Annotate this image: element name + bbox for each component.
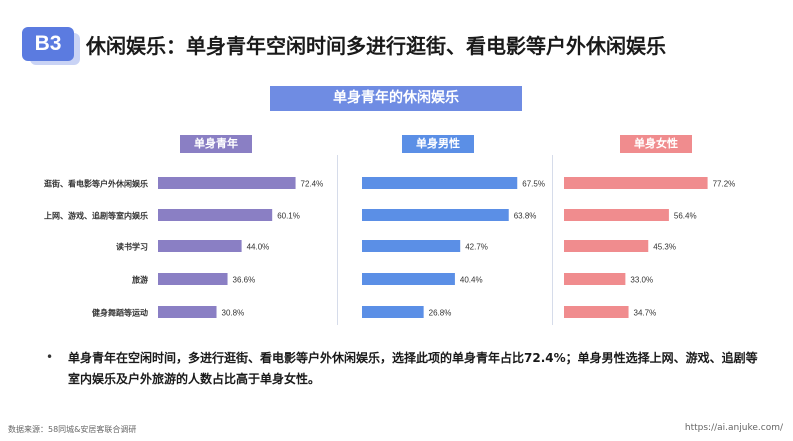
group-label-male: 单身男性 — [402, 135, 474, 153]
insight-note: 单身青年在空闲时间，多进行逛街、看电影等户外休闲娱乐，选择此项的单身青年占比72… — [68, 351, 758, 386]
data-label: 40.4% — [460, 276, 483, 285]
note-bullet: • — [46, 350, 54, 364]
category-label: 读书学习 — [116, 242, 148, 252]
category-label: 旅游 — [132, 275, 148, 285]
data-label: 42.7% — [465, 243, 488, 252]
data-label: 34.7% — [634, 309, 657, 318]
data-label: 44.0% — [247, 243, 270, 252]
group-label-female: 单身女性 — [620, 135, 692, 153]
bar — [362, 177, 518, 189]
category-label: 逛街、看电影等户外休闲娱乐 — [44, 179, 148, 189]
bar — [564, 240, 649, 252]
data-label: 33.0% — [630, 276, 653, 285]
page-title: 休闲娱乐：单身青年空闲时间多进行逛街、看电影等户外休闲娱乐 — [86, 34, 666, 58]
source-url[interactable]: https://ai.anjuke.com/ — [684, 423, 783, 433]
bar — [564, 209, 669, 221]
data-source: 数据来源：58同城&安居客联合调研 — [8, 425, 137, 434]
badge-label: B3 — [22, 27, 74, 61]
bar — [564, 273, 626, 285]
bar — [564, 306, 629, 318]
bar — [362, 273, 455, 285]
chart-title: 单身青年的休闲娱乐 — [270, 86, 522, 111]
data-label: 72.4% — [301, 180, 324, 189]
divider-right — [552, 155, 553, 325]
category-label: 健身舞蹈等运动 — [92, 308, 148, 318]
bar — [158, 273, 228, 285]
data-label: 36.6% — [233, 276, 256, 285]
data-label: 45.3% — [653, 243, 676, 252]
data-label: 26.8% — [429, 309, 452, 318]
bar — [158, 306, 217, 318]
data-label: 77.2% — [713, 180, 736, 189]
bar — [564, 177, 708, 189]
data-label: 56.4% — [674, 212, 697, 221]
divider-left — [337, 155, 338, 325]
bar — [158, 209, 273, 221]
bar — [158, 177, 296, 189]
bar — [362, 240, 461, 252]
data-label: 60.1% — [277, 212, 300, 221]
bar — [362, 209, 509, 221]
data-label: 30.8% — [222, 309, 245, 318]
section-badge: B3 — [22, 27, 80, 65]
bar — [158, 240, 242, 252]
group-label-all: 单身青年 — [180, 135, 252, 153]
data-label: 67.5% — [522, 180, 545, 189]
bar — [362, 306, 424, 318]
data-label: 63.8% — [514, 212, 537, 221]
category-label: 上网、游戏、追剧等室内娱乐 — [44, 211, 148, 221]
